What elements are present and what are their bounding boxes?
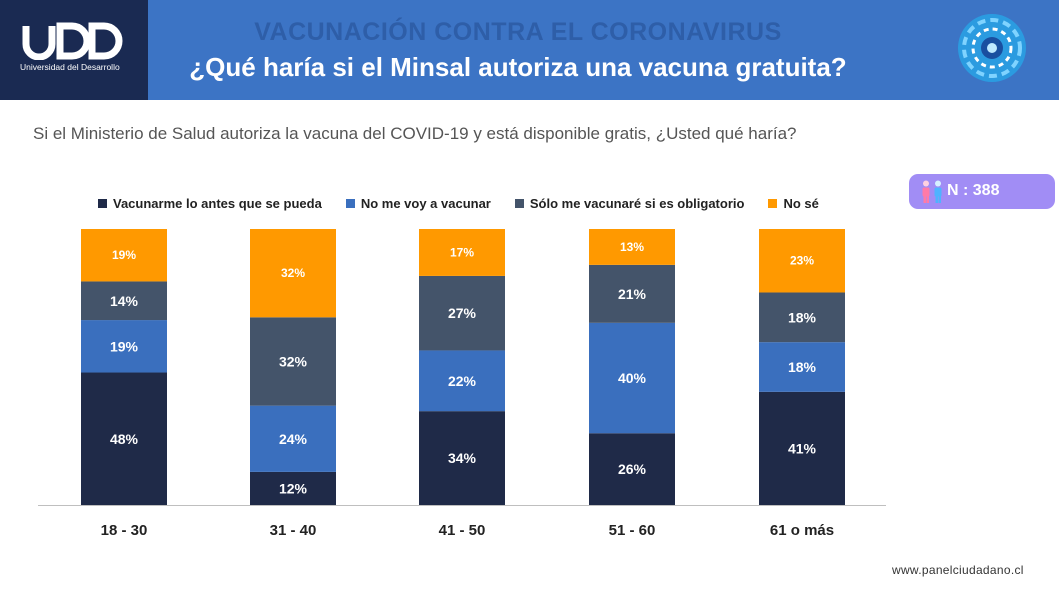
header-banner: Universidad del Desarrollo VACUNACIÓN CO… xyxy=(0,0,1059,100)
bar-segment xyxy=(81,372,167,505)
bar-segment xyxy=(759,391,845,505)
bar-segment xyxy=(250,471,336,505)
data-label: 32% xyxy=(281,266,305,280)
data-label: 23% xyxy=(790,254,814,268)
data-label: 19% xyxy=(110,338,139,354)
logo: Universidad del Desarrollo xyxy=(0,0,148,100)
sample-size-text: N : 388 xyxy=(947,182,1000,199)
legend-label: No sé xyxy=(783,196,819,211)
bar-segment xyxy=(589,433,675,505)
bar-segment xyxy=(81,281,167,321)
data-label: 27% xyxy=(448,305,477,321)
data-label: 17% xyxy=(450,245,474,259)
bar-segment xyxy=(419,275,505,351)
data-label: 22% xyxy=(448,373,477,389)
data-label: 34% xyxy=(448,450,477,466)
people-icon xyxy=(922,180,942,203)
footer-url: www.panelciudadano.cl xyxy=(892,563,1024,577)
data-label: 21% xyxy=(618,286,647,302)
data-label: 32% xyxy=(279,353,308,369)
x-tick-label: 61 o más xyxy=(770,522,834,539)
logo-subtitle: Universidad del Desarrollo xyxy=(20,62,120,72)
data-label: 41% xyxy=(788,440,817,456)
legend-label: No me voy a vacunar xyxy=(360,196,491,211)
data-label: 19% xyxy=(112,248,136,262)
data-label: 12% xyxy=(279,480,308,496)
data-label: 24% xyxy=(279,431,308,447)
page-kicker: VACUNACIÓN CONTRA EL CORONAVIRUS xyxy=(254,18,782,46)
virus-icon xyxy=(958,14,1026,82)
bar-segment xyxy=(589,264,675,323)
bar-segment xyxy=(759,229,845,293)
legend-swatch xyxy=(768,199,778,208)
legend-item: Sólo me vacunaré si es obligatorio xyxy=(514,196,745,211)
bar-segment xyxy=(419,411,505,505)
bar-segment xyxy=(250,317,336,406)
data-label: 40% xyxy=(618,370,647,386)
x-tick-label: 41 - 50 xyxy=(439,522,486,539)
bar-segment xyxy=(419,229,505,276)
x-tick-label: 31 - 40 xyxy=(270,522,317,539)
bar-segment xyxy=(589,229,675,265)
chart-legend: Vacunarme lo antes que se pueda No me voy… xyxy=(98,196,819,211)
legend-swatch xyxy=(345,199,355,208)
udd-logo-icon xyxy=(22,22,123,60)
data-label: 18% xyxy=(788,359,817,375)
legend-swatch xyxy=(514,199,524,208)
legend-item: Vacunarme lo antes que se pueda xyxy=(98,196,322,211)
data-label: 13% xyxy=(620,240,644,254)
sample-size-badge: N : 388 xyxy=(909,174,1055,209)
legend-label: Vacunarme lo antes que se pueda xyxy=(113,196,322,211)
bar-segment xyxy=(250,229,336,318)
survey-question: Si el Ministerio de Salud autoriza la va… xyxy=(33,124,797,143)
bar-segment xyxy=(81,229,167,282)
legend-item: No sé xyxy=(768,196,819,211)
data-label: 48% xyxy=(110,431,139,447)
bar-segment xyxy=(419,350,505,412)
bar-segment xyxy=(759,292,845,343)
legend-item: No me voy a vacunar xyxy=(345,196,491,211)
data-label: 26% xyxy=(618,461,647,477)
data-label: 18% xyxy=(788,309,817,325)
legend-swatch xyxy=(98,199,107,208)
bar-segment xyxy=(81,320,167,373)
x-tick-label: 18 - 30 xyxy=(101,522,148,539)
legend-label: Sólo me vacunaré si es obligatorio xyxy=(529,196,745,211)
bar-segment xyxy=(589,322,675,434)
page-title: ¿Qué haría si el Minsal autoriza una vac… xyxy=(189,52,847,82)
x-tick-label: 51 - 60 xyxy=(609,522,656,539)
bar-segment xyxy=(759,342,845,392)
bar-segment xyxy=(250,405,336,472)
data-label: 14% xyxy=(110,293,139,309)
